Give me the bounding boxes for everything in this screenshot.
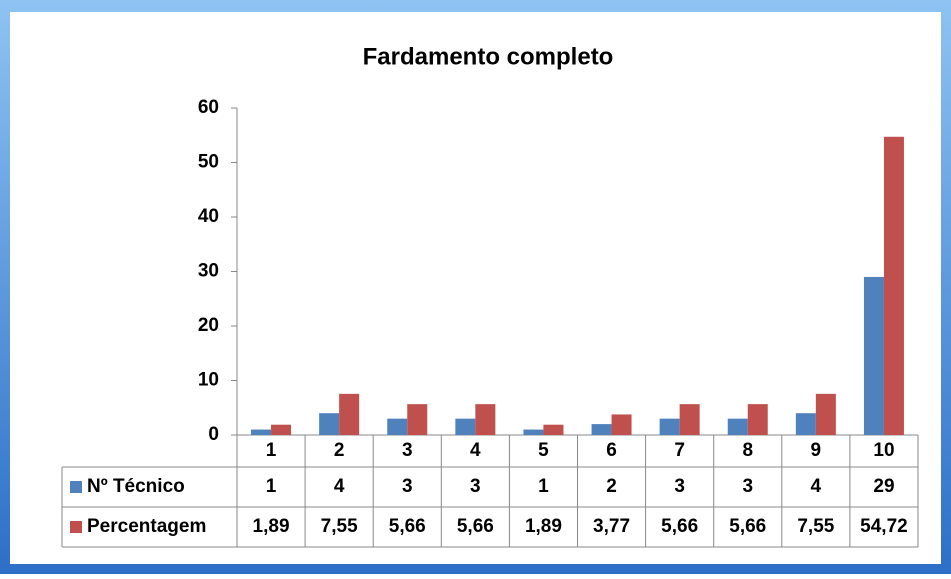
bar bbox=[407, 404, 428, 435]
table-cell: 1,89 bbox=[525, 516, 562, 537]
y-tick-label: 60 bbox=[198, 97, 219, 118]
table-cell: 1 bbox=[538, 476, 549, 497]
bar bbox=[883, 136, 904, 435]
legend-key bbox=[70, 481, 82, 493]
y-tick-label: 50 bbox=[198, 152, 219, 173]
table-cell: 3 bbox=[742, 476, 753, 497]
x-tick-label: 5 bbox=[538, 440, 549, 461]
table-cell: 4 bbox=[811, 476, 822, 497]
table-cell: 3 bbox=[674, 476, 685, 497]
bar bbox=[251, 429, 272, 435]
y-tick-label: 40 bbox=[198, 206, 219, 227]
bar bbox=[455, 418, 476, 435]
x-tick-label: 4 bbox=[470, 440, 481, 461]
y-tick-label: 20 bbox=[198, 315, 219, 336]
bar bbox=[339, 393, 360, 435]
table-cell: 7,55 bbox=[321, 516, 358, 537]
table-cell: 1 bbox=[266, 476, 277, 497]
bar bbox=[815, 393, 836, 435]
table-cell: 5,66 bbox=[661, 516, 698, 537]
x-tick-label: 9 bbox=[811, 440, 822, 461]
bar bbox=[271, 424, 292, 435]
x-tick-label: 7 bbox=[674, 440, 685, 461]
bar bbox=[319, 413, 340, 435]
bar bbox=[863, 276, 884, 435]
table-cell: 5,66 bbox=[457, 516, 494, 537]
x-tick-label: 3 bbox=[402, 440, 413, 461]
bar bbox=[659, 418, 680, 435]
x-tick-label: 10 bbox=[873, 440, 894, 461]
bar bbox=[611, 414, 632, 435]
bar bbox=[679, 404, 700, 435]
bar bbox=[523, 429, 544, 435]
table-cell: 7,55 bbox=[797, 516, 834, 537]
table-cell: 54,72 bbox=[860, 516, 908, 537]
table-cell: 5,66 bbox=[389, 516, 426, 537]
legend-label: Percentagem bbox=[87, 516, 206, 537]
table-cell: 4 bbox=[334, 476, 345, 497]
table-cell: 1,89 bbox=[253, 516, 290, 537]
bar bbox=[591, 424, 612, 435]
x-tick-label: 6 bbox=[606, 440, 617, 461]
bar bbox=[543, 424, 564, 435]
bar bbox=[475, 404, 496, 435]
legend-key bbox=[70, 521, 82, 533]
table-cell: 29 bbox=[873, 476, 894, 497]
chart-area bbox=[10, 12, 941, 564]
table-cell: 3 bbox=[470, 476, 481, 497]
bar bbox=[747, 404, 768, 435]
bar bbox=[795, 413, 816, 435]
y-tick-label: 30 bbox=[198, 261, 219, 282]
x-tick-label: 1 bbox=[266, 440, 277, 461]
bar bbox=[387, 418, 408, 435]
x-tick-label: 2 bbox=[334, 440, 345, 461]
y-tick-label: 10 bbox=[198, 370, 219, 391]
table-cell: 2 bbox=[606, 476, 617, 497]
y-tick-label: 0 bbox=[208, 424, 219, 445]
chart-title: Fardamento completo bbox=[363, 43, 614, 70]
table-cell: 3 bbox=[402, 476, 413, 497]
bar bbox=[727, 418, 748, 435]
table-cell: 3,77 bbox=[593, 516, 630, 537]
legend-label: Nº Técnico bbox=[87, 476, 185, 497]
x-tick-label: 8 bbox=[742, 440, 753, 461]
table-cell: 5,66 bbox=[729, 516, 766, 537]
